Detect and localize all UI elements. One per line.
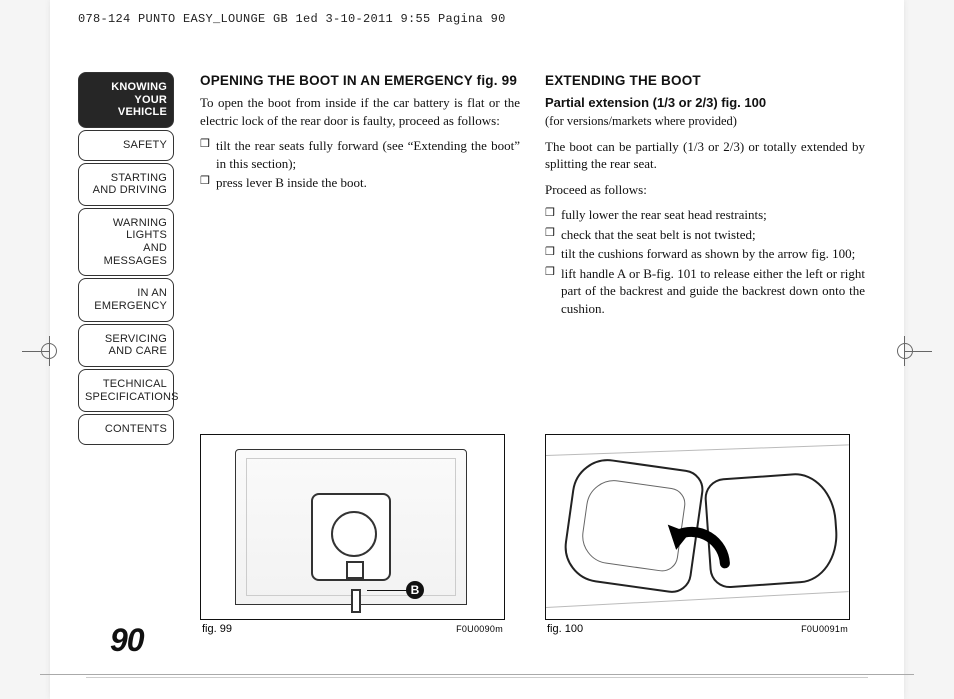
- figure-100: fig. 100 F0U0091m: [545, 434, 850, 635]
- tab-label: CONTENTS: [85, 423, 167, 436]
- column-left: OPENING THE BOOT IN AN EMERGENCY fig. 99…: [200, 72, 520, 200]
- tab-starting-and-driving[interactable]: STARTINGAND DRIVING: [78, 163, 174, 206]
- list-item: check that the seat belt is not twisted;: [545, 226, 865, 244]
- paragraph: To open the boot from inside if the car …: [200, 94, 520, 129]
- subheading: Partial extension (1/3 or 2/3) fig. 100: [545, 94, 865, 112]
- tab-safety[interactable]: SAFETY: [78, 130, 174, 161]
- tab-label: YOUR: [85, 94, 167, 107]
- tab-label: SPECIFICATIONS: [85, 391, 167, 404]
- paragraph: Proceed as follows:: [545, 181, 865, 199]
- tab-label: AND DRIVING: [85, 184, 167, 197]
- note: (for versions/markets where provided): [545, 113, 865, 130]
- figure-100-image: [545, 434, 850, 620]
- figure-caption: fig. 99: [202, 623, 232, 635]
- paragraph: The boot can be partially (1/3 or 2/3) o…: [545, 138, 865, 173]
- tab-in-an-emergency[interactable]: IN ANEMERGENCY: [78, 278, 174, 321]
- tab-label: SAFETY: [85, 139, 167, 152]
- trim-line-inner: [86, 677, 868, 678]
- tab-technical-specifications[interactable]: TECHNICALSPECIFICATIONS: [78, 369, 174, 412]
- callout-b: B: [406, 581, 424, 599]
- column-right: EXTENDING THE BOOT Partial extension (1/…: [545, 72, 865, 326]
- print-header: 078-124 PUNTO EASY_LOUNGE GB 1ed 3-10-20…: [78, 12, 506, 26]
- tab-label: AND MESSAGES: [85, 242, 167, 267]
- tab-label: KNOWING: [85, 81, 167, 94]
- figure-code: F0U0090m: [456, 624, 503, 634]
- page: 078-124 PUNTO EASY_LOUNGE GB 1ed 3-10-20…: [50, 0, 904, 699]
- registration-mark-right: [904, 340, 932, 362]
- bullet-list: tilt the rear seats fully forward (see “…: [200, 137, 520, 192]
- figure-99: B fig. 99 F0U0090m: [200, 434, 505, 635]
- tab-contents[interactable]: CONTENTS: [78, 414, 174, 445]
- tab-label: STARTING: [85, 172, 167, 185]
- tab-label: VEHICLE: [85, 106, 167, 119]
- heading-extending-boot: EXTENDING THE BOOT: [545, 72, 865, 90]
- tab-servicing-and-care[interactable]: SERVICINGAND CARE: [78, 324, 174, 367]
- heading-opening-boot: OPENING THE BOOT IN AN EMERGENCY fig. 99: [200, 72, 520, 90]
- tab-label: WARNING LIGHTS: [85, 217, 167, 242]
- tab-label: SERVICING: [85, 333, 167, 346]
- tab-label: TECHNICAL: [85, 378, 167, 391]
- tab-label: IN AN: [85, 287, 167, 300]
- tab-knowing-your-vehicle[interactable]: KNOWINGYOURVEHICLE: [78, 72, 174, 128]
- tab-label: AND CARE: [85, 345, 167, 358]
- bullet-list: fully lower the rear seat head restraint…: [545, 206, 865, 317]
- list-item: fully lower the rear seat head restraint…: [545, 206, 865, 224]
- list-item: tilt the rear seats fully forward (see “…: [200, 137, 520, 172]
- list-item: tilt the cushions forward as shown by th…: [545, 245, 865, 263]
- figure-caption: fig. 100: [547, 623, 583, 635]
- registration-mark-left: [22, 340, 50, 362]
- list-item: press lever B inside the boot.: [200, 174, 520, 192]
- figure-99-image: B: [200, 434, 505, 620]
- page-number: 90: [110, 622, 144, 659]
- trim-line: [40, 674, 914, 675]
- tab-warning-lights-and-messages[interactable]: WARNING LIGHTSAND MESSAGES: [78, 208, 174, 277]
- tab-label: EMERGENCY: [85, 300, 167, 313]
- arrow-icon: [656, 521, 740, 577]
- figure-code: F0U0091m: [801, 624, 848, 634]
- section-tabs: KNOWINGYOURVEHICLE SAFETY STARTINGAND DRIV…: [78, 72, 174, 447]
- list-item: lift handle A or B-fig. 101 to release e…: [545, 265, 865, 318]
